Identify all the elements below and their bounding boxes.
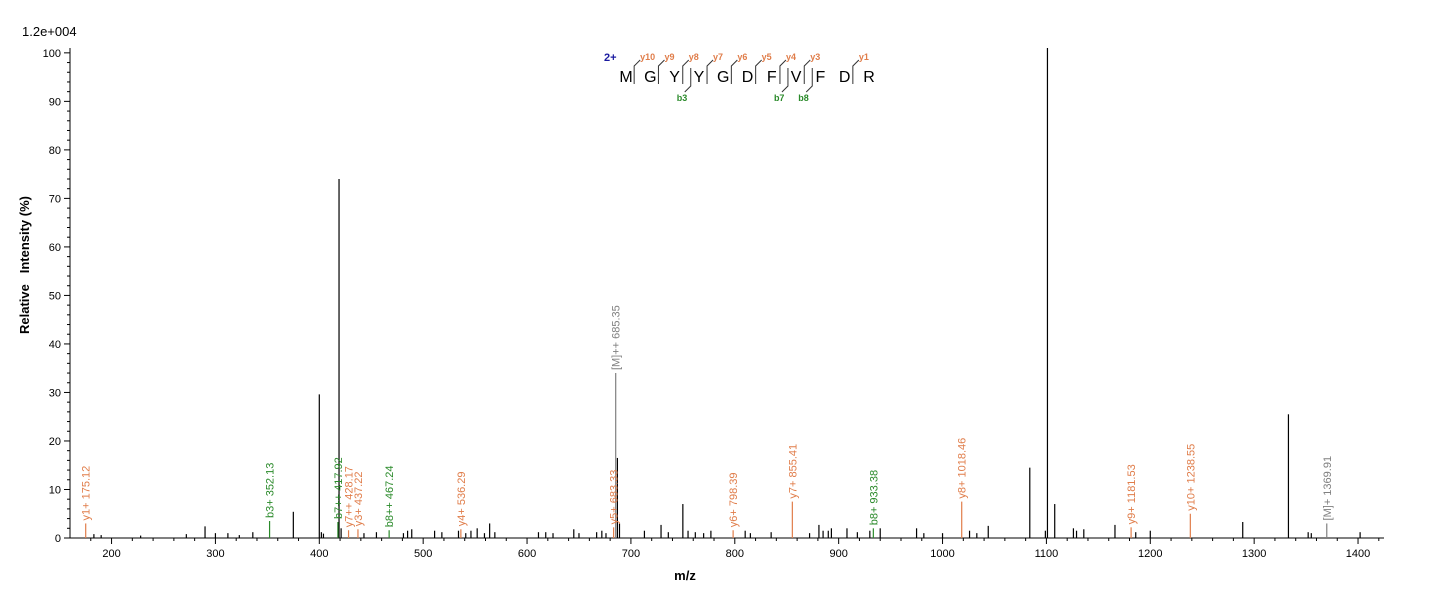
y-axis-label: Relative Intensity (%) bbox=[17, 196, 32, 334]
sequence-residue: F bbox=[767, 69, 777, 86]
y-ion-label: y9 bbox=[664, 52, 674, 62]
y-tick-label: 100 bbox=[43, 48, 61, 60]
b-ion-bracket bbox=[781, 68, 789, 93]
y-ion-bracket bbox=[730, 59, 738, 84]
sequence-residue: V bbox=[791, 69, 802, 86]
sequence-residue: G bbox=[717, 69, 729, 86]
b-ion-bracket bbox=[684, 68, 692, 93]
peak-label: b8+ 933.38 bbox=[868, 470, 880, 525]
x-tick-label: 1100 bbox=[1035, 548, 1059, 560]
y-ion-bracket bbox=[852, 59, 860, 84]
sequence-residue: D bbox=[742, 69, 754, 86]
sequence-residue: Y bbox=[669, 69, 680, 86]
charge-state: 2+ bbox=[604, 52, 617, 64]
peak-label: y4+ 536.29 bbox=[456, 472, 468, 527]
x-tick-label: 1000 bbox=[930, 548, 954, 560]
peak-label: b8++ 467.24 bbox=[384, 465, 396, 527]
y-ion-label: y1 bbox=[859, 52, 869, 62]
peak-label: y10+ 1238.55 bbox=[1185, 444, 1197, 511]
x-tick-label: 1200 bbox=[1138, 548, 1162, 560]
x-tick-label: 400 bbox=[310, 548, 328, 560]
x-tick-label: 900 bbox=[829, 548, 847, 560]
peak-label: y7++ 428.17 bbox=[344, 466, 356, 527]
y-ion-label: y5 bbox=[762, 52, 772, 62]
y-ion-bracket bbox=[755, 59, 763, 84]
peak-label: y1+ 175.12 bbox=[81, 466, 93, 521]
b-ion-label: b8 bbox=[798, 93, 809, 103]
sequence-residue: R bbox=[863, 69, 875, 86]
y-ion-bracket bbox=[657, 59, 665, 84]
peak-label: y9+ 1181.53 bbox=[1126, 464, 1138, 524]
peaks bbox=[85, 48, 1361, 538]
y-ion-bracket bbox=[682, 59, 690, 84]
y-ion-bracket bbox=[706, 59, 714, 84]
sequence-residue: Y bbox=[694, 69, 705, 86]
x-tick-label: 700 bbox=[622, 548, 640, 560]
y-tick-label: 10 bbox=[49, 484, 61, 496]
x-tick-label: 600 bbox=[518, 548, 536, 560]
peak-label: y7+ 855.41 bbox=[787, 444, 799, 499]
y-ion-bracket bbox=[633, 59, 641, 84]
b-ion-label: b3 bbox=[677, 93, 688, 103]
y-ion-label: y4 bbox=[786, 52, 796, 62]
y-tick-label: 0 bbox=[55, 533, 61, 545]
b-ion-label: b7 bbox=[774, 93, 785, 103]
y-ion-label: y3 bbox=[810, 52, 820, 62]
x-tick-label: 200 bbox=[102, 548, 120, 560]
peak-label: [M]++ 685.35 bbox=[611, 305, 623, 370]
x-tick-label: 800 bbox=[726, 548, 744, 560]
peak-label: [M]+ 1369.91 bbox=[1322, 456, 1334, 521]
y-ion-label: y6 bbox=[737, 52, 747, 62]
peak-label: y6+ 798.39 bbox=[728, 472, 740, 527]
y-ion-bracket bbox=[803, 59, 811, 84]
peak-label: y8+ 1018.46 bbox=[957, 438, 969, 499]
axes: 200 300 400 500 600 700 800 900 1000 1100 1200 1300… bbox=[43, 48, 1384, 560]
peak-label: b3+ 352.13 bbox=[265, 463, 277, 518]
b-ion-bracket bbox=[805, 68, 813, 93]
y-tick-label: 90 bbox=[49, 96, 61, 108]
y-tick-label: 40 bbox=[49, 339, 61, 351]
x-tick-label: 500 bbox=[414, 548, 432, 560]
sequence-residue: M bbox=[619, 69, 632, 86]
y-ion-label: y8 bbox=[689, 52, 699, 62]
y-tick-label: 60 bbox=[49, 242, 61, 254]
y-ion-label: y7 bbox=[713, 52, 723, 62]
y-ion-label: y10 bbox=[640, 52, 655, 62]
sequence-residue: D bbox=[839, 69, 851, 86]
y-ion-bracket bbox=[779, 59, 787, 84]
y-tick-label: 50 bbox=[49, 290, 61, 302]
x-axis-label: m/z bbox=[674, 568, 696, 583]
max-intensity-label: 1.2e+004 bbox=[22, 24, 77, 39]
y-tick-label: 70 bbox=[49, 193, 61, 205]
peak-label: y3+ 437.22 bbox=[353, 472, 365, 527]
x-tick-label: 1400 bbox=[1346, 548, 1370, 560]
x-tick-label: 1300 bbox=[1242, 548, 1266, 560]
y-tick-label: 80 bbox=[49, 145, 61, 157]
y-tick-label: 20 bbox=[49, 436, 61, 448]
sequence-residue: G bbox=[644, 69, 656, 86]
y-tick-label: 30 bbox=[49, 387, 61, 399]
x-tick-label: 300 bbox=[206, 548, 224, 560]
sequence-residue: F bbox=[816, 69, 826, 86]
peak-label: y5+ 683.33 bbox=[609, 470, 621, 525]
peak-label: b7++ 417.92 bbox=[333, 457, 345, 519]
